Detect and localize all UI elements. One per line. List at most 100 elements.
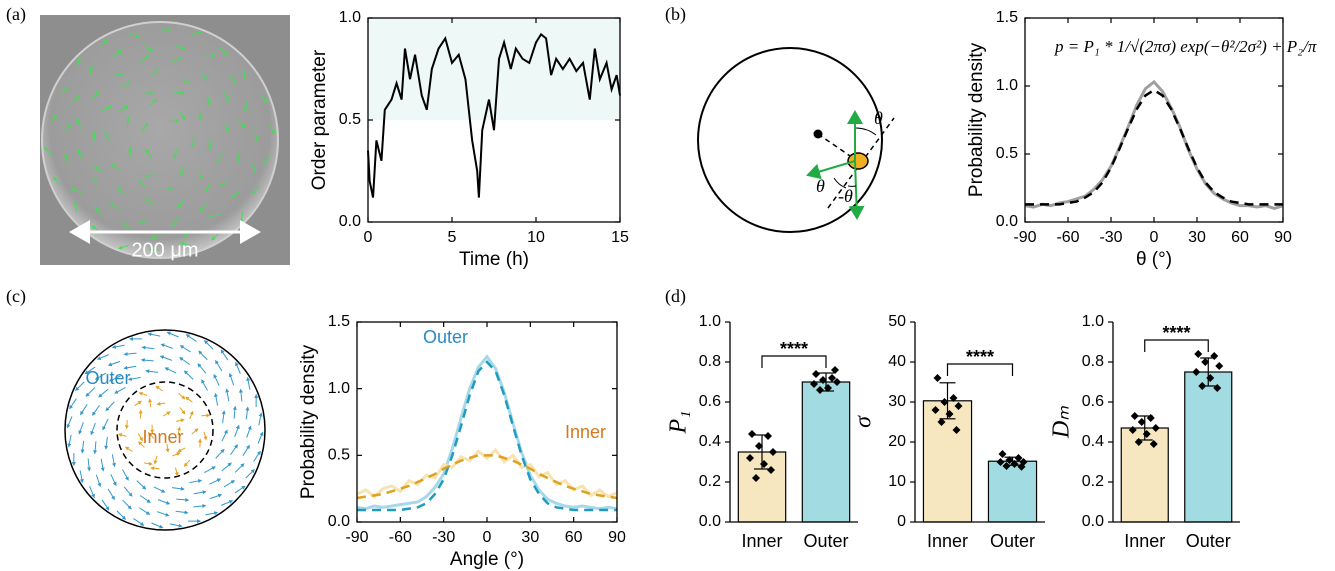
- flow-arrow: [133, 518, 145, 526]
- flow-arrow: [221, 429, 228, 442]
- x-axis-label: θ (°): [1136, 249, 1172, 270]
- flow-arrow: [171, 486, 185, 491]
- flow-arrow: [107, 488, 115, 501]
- y-tick-label: 0.5: [328, 447, 350, 464]
- y-tick-label: 1.0: [328, 380, 350, 397]
- significance-bracket: [1144, 339, 1209, 352]
- flow-arrow: [117, 186, 125, 195]
- data-point: [1137, 418, 1146, 426]
- flow-arrow: [59, 86, 69, 95]
- flow-arrow: [134, 400, 143, 407]
- panel-label: (a): [6, 4, 26, 25]
- data-point: [831, 366, 839, 374]
- flow-arrow: [118, 105, 129, 113]
- flow-arrow: [156, 401, 166, 406]
- flow-arrow: [191, 428, 199, 435]
- data-point: [1198, 382, 1207, 390]
- x-tick-label: -30: [432, 529, 455, 546]
- flow-arrow: [197, 363, 207, 374]
- data-point: [748, 430, 756, 438]
- flow-arrow: [157, 511, 170, 517]
- data-point: [828, 374, 836, 382]
- y-tick-label: 30: [888, 393, 906, 410]
- data-point: [767, 466, 775, 474]
- flow-arrow: [101, 499, 110, 511]
- significance-label: ****: [780, 339, 808, 359]
- x-tick-label: -30: [1099, 229, 1122, 246]
- x-tick-label: Outer: [803, 531, 848, 551]
- flow-arrow: [234, 463, 245, 473]
- flow-arrow: [79, 470, 84, 484]
- flow-arrow: [122, 499, 132, 510]
- flow-arrow: [198, 350, 208, 361]
- flow-arrow: [104, 131, 111, 142]
- flow-arrow: [100, 38, 109, 48]
- x-tick-label: 30: [1188, 229, 1206, 246]
- data-point: [998, 450, 1007, 458]
- data-point: [760, 460, 768, 468]
- data-point: [1149, 440, 1158, 448]
- flow-arrow: [76, 118, 82, 129]
- flow-arrow: [259, 94, 268, 103]
- flow-arrow: [95, 474, 102, 488]
- x-tick-label: Outer: [990, 531, 1035, 551]
- flow-arrow: [218, 180, 229, 186]
- data-point: [949, 394, 958, 402]
- flow-arrow: [200, 71, 207, 81]
- flow-arrow: [208, 214, 220, 219]
- x-tick-label: 0: [483, 529, 492, 546]
- y-tick-label: 0.0: [1082, 513, 1104, 530]
- flow-arrow: [159, 355, 173, 361]
- y-tick-label: 50: [888, 313, 906, 330]
- data-point: [1014, 454, 1023, 462]
- flow-arrow: [111, 454, 116, 468]
- flow-arrow: [229, 74, 237, 84]
- flow-arrow: [242, 444, 250, 456]
- fit-line: [357, 360, 617, 512]
- flow-arrow: [235, 361, 241, 375]
- flow-arrow: [109, 202, 120, 210]
- flow-arrow: [185, 396, 193, 403]
- data-point: [816, 386, 824, 394]
- flow-arrow: [209, 478, 222, 485]
- flow-arrow: [92, 404, 100, 416]
- flow-arrow: [50, 114, 57, 125]
- data-point: [945, 410, 954, 418]
- flow-arrow: [209, 493, 223, 500]
- flow-arrow: [136, 480, 147, 490]
- y-tick-label: 0.5: [339, 111, 361, 128]
- flow-arrow: [123, 352, 137, 357]
- data-point: [1192, 368, 1201, 376]
- flow-arrow: [93, 441, 98, 455]
- flow-arrow: [258, 412, 263, 426]
- flow-arrow: [245, 468, 255, 479]
- flow-arrow: [139, 495, 151, 503]
- x-tick-label: 0: [1150, 229, 1159, 246]
- formula: p = P₁ * 1/√(2πσ) exp(−θ²/2σ²) + P₂/π: [1054, 37, 1317, 56]
- x-tick-label: 5: [448, 229, 457, 246]
- y-tick-label: 1.5: [328, 313, 350, 330]
- data-line: [356, 447, 618, 499]
- flow-arrow: [84, 366, 96, 375]
- panel-label: (b): [665, 4, 686, 25]
- direction-arrow: [806, 160, 856, 180]
- x-tick-label: Inner: [741, 531, 782, 551]
- data-point: [952, 426, 961, 434]
- flow-arrow: [175, 510, 189, 515]
- flow-arrow: [107, 360, 121, 367]
- flow-arrow: [177, 426, 181, 436]
- flow-arrow: [220, 349, 229, 361]
- flow-arrow: [153, 455, 158, 465]
- y-tick-label: 0: [897, 513, 906, 530]
- angle-label: θ: [816, 176, 825, 196]
- flow-arrow: [203, 431, 208, 441]
- y-axis-label: Probability density: [298, 344, 319, 499]
- flow-arrow: [138, 441, 145, 448]
- flow-arrow: [110, 474, 117, 487]
- flow-arrow: [169, 523, 183, 528]
- data-point: [1215, 362, 1224, 370]
- flow-arrow: [179, 345, 191, 353]
- flow-arrow: [180, 165, 185, 176]
- flow-arrow: [117, 433, 127, 437]
- flow-arrow: [137, 433, 143, 442]
